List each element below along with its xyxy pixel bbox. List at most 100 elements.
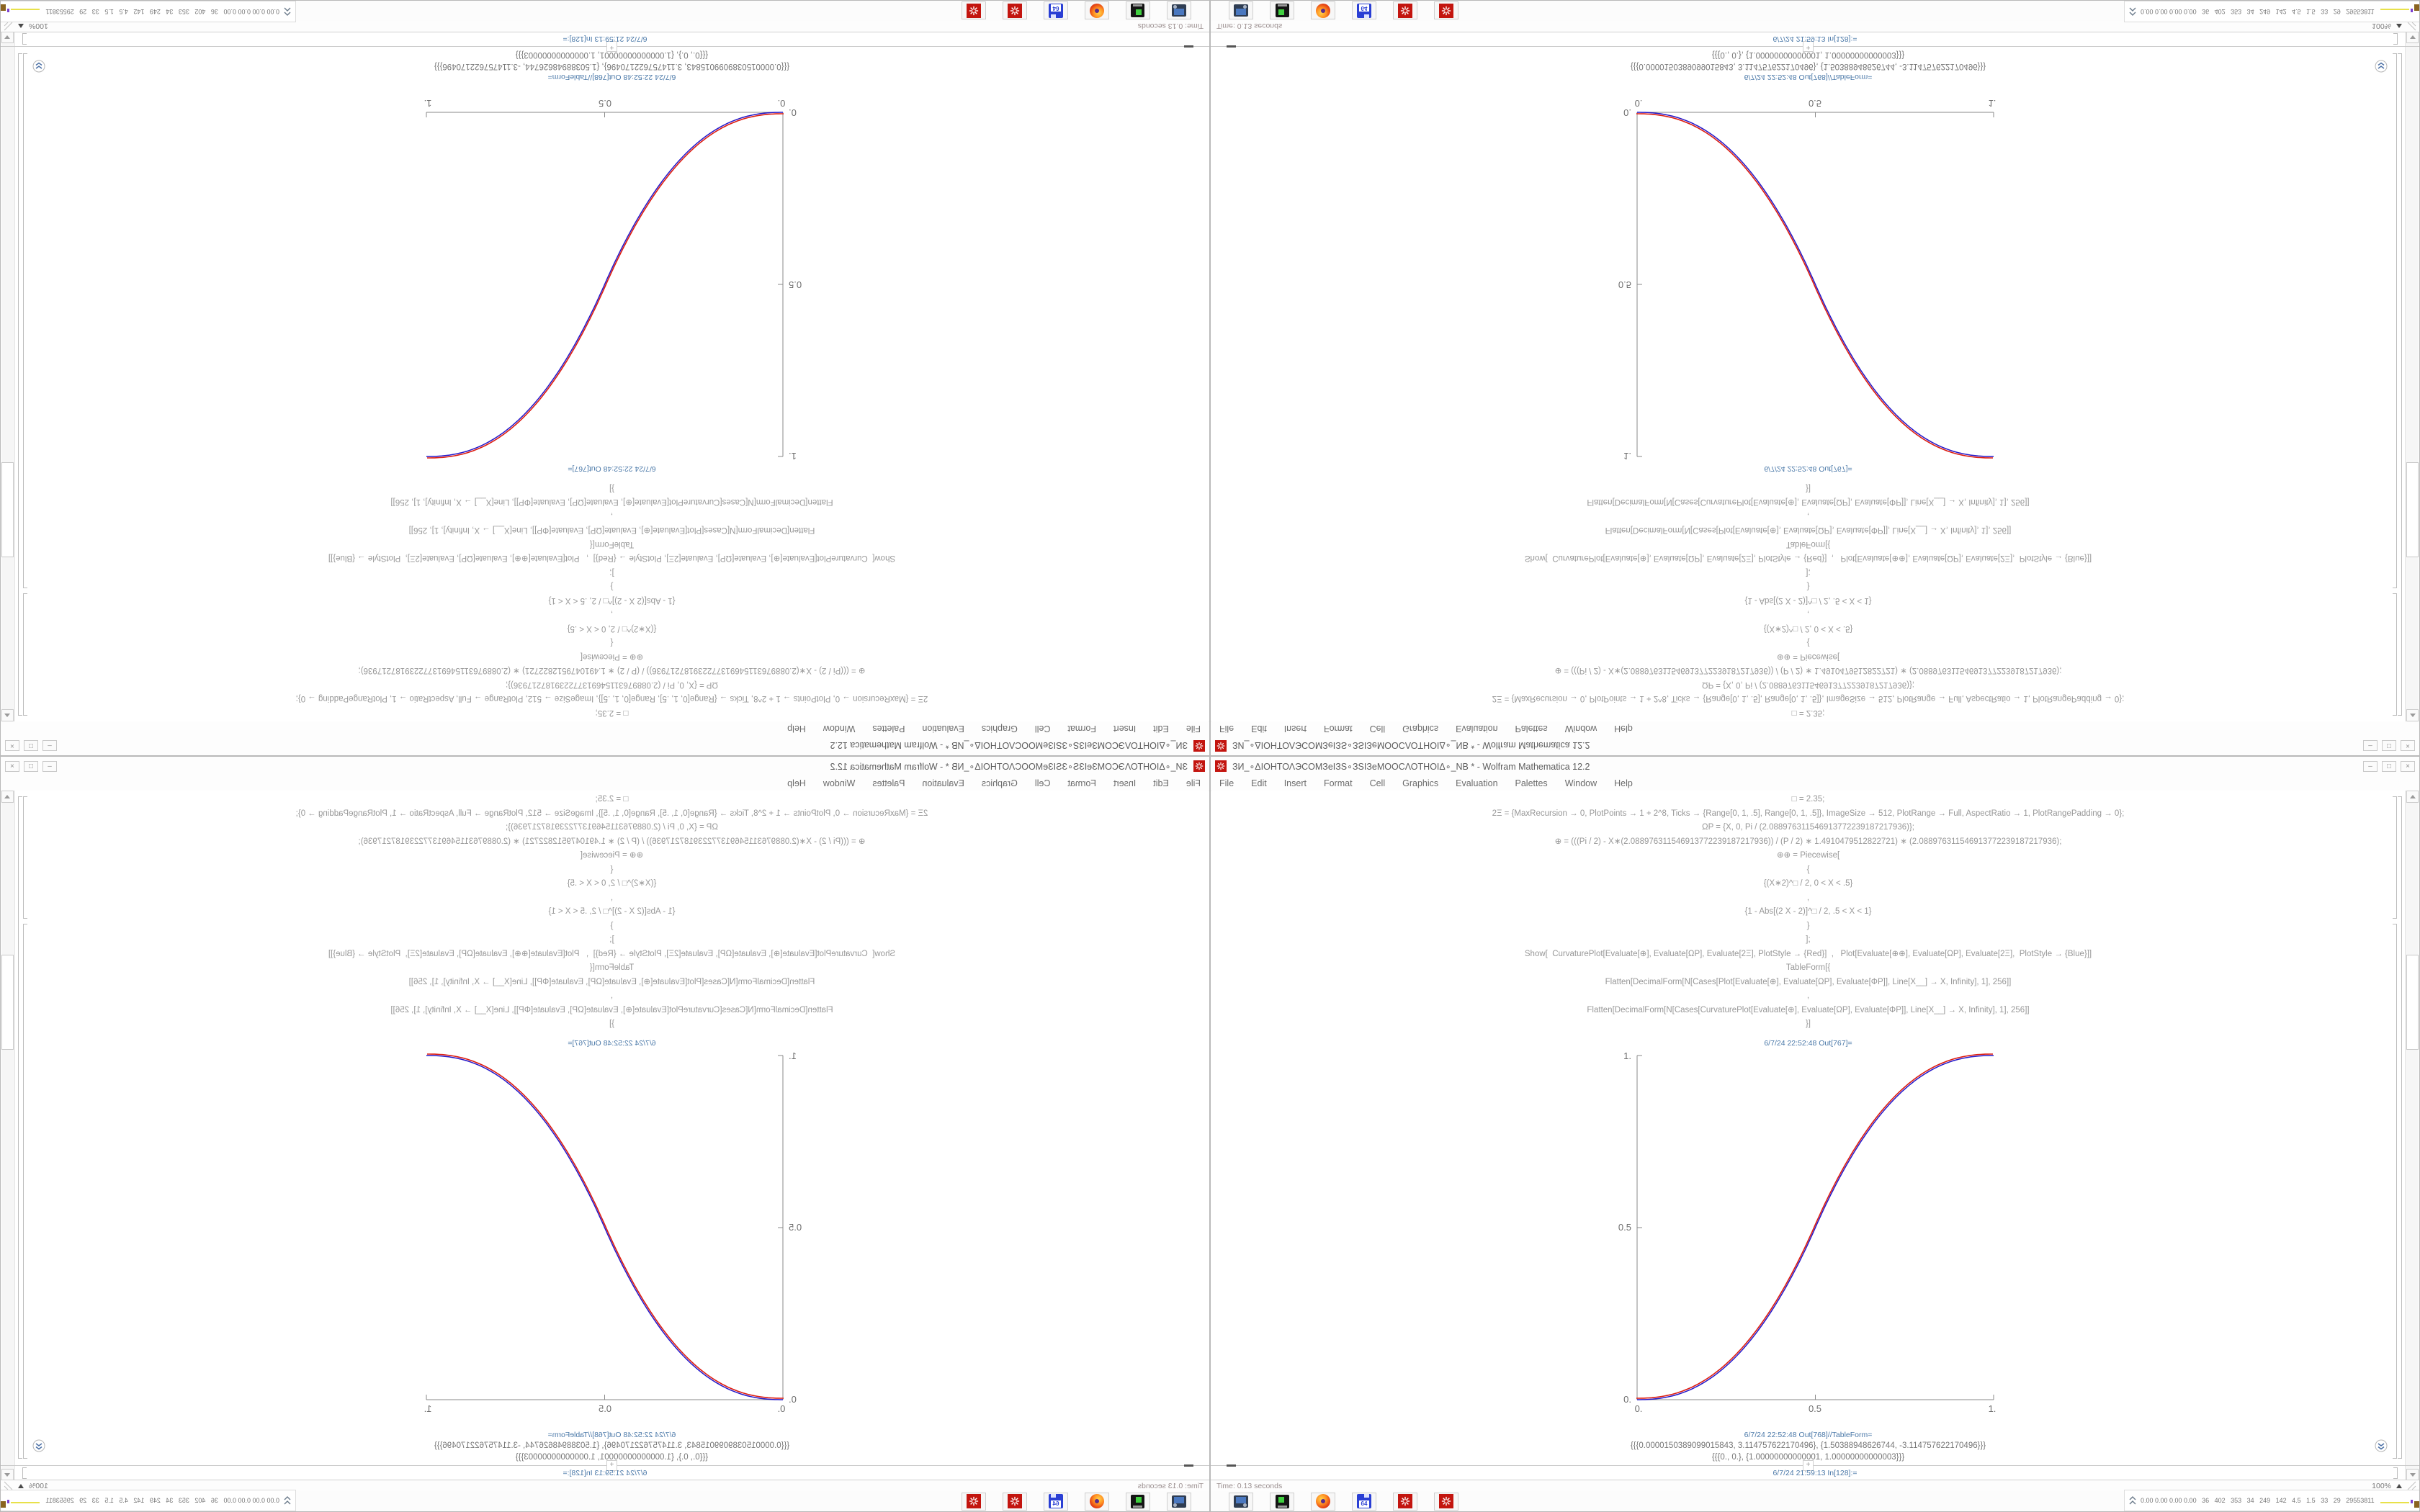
menu-item-window[interactable]: Window: [823, 724, 856, 734]
minimize-button[interactable]: –: [2363, 760, 2378, 772]
code-line[interactable]: Flatten[DecimalForm[N[Cases[Plot[Evaluat…: [1605, 977, 2012, 986]
scrollbar-up-arrow[interactable]: [2406, 791, 2419, 803]
vertical-scrollbar[interactable]: [1, 31, 15, 721]
code-line[interactable]: ,: [1806, 893, 1810, 902]
output-cell-bracket[interactable]: [23, 53, 27, 588]
menu-item-palettes[interactable]: Palettes: [872, 724, 905, 734]
resize-grip-icon[interactable]: [2407, 1481, 2416, 1490]
code-line[interactable]: }: [1806, 921, 1810, 930]
title-bar[interactable]: ЗИ_∘ΔΙΟΗΤΟΛЭCOMЗеІЗЅ∘ЗЅІЗеMOOCΛΟΤΗΟΙΔ∘_N…: [1, 737, 1209, 755]
close-button[interactable]: ×: [5, 760, 19, 772]
code-line[interactable]: ΩΡ = {X, 0, Pi / (2.08897631154691377223…: [506, 823, 718, 832]
taskbar-floppy-button[interactable]: 64: [1352, 1, 1376, 20]
taskbar-firefox-button[interactable]: [1311, 1, 1335, 20]
menu-item-help[interactable]: Help: [1614, 724, 1633, 734]
minimize-button[interactable]: –: [2363, 740, 2378, 752]
code-line[interactable]: Flatten[DecimalForm[N[Cases[Plot[Evaluat…: [1605, 526, 2012, 535]
taskbar-firefox-button[interactable]: [1311, 1492, 1335, 1511]
menu-item-file[interactable]: File: [1219, 724, 1234, 734]
code-line[interactable]: ⊕⊕ = Piecewise[: [1776, 851, 1840, 860]
code-line[interactable]: □ = 2.35;: [1791, 708, 1825, 717]
minimize-button[interactable]: –: [42, 740, 57, 752]
cell-insert-line[interactable]: [1211, 46, 2419, 47]
menu-item-evaluation[interactable]: Evaluation: [1456, 778, 1498, 788]
menu-item-help[interactable]: Help: [1614, 778, 1633, 788]
vertical-scrollbar[interactable]: [2405, 31, 2419, 721]
code-line[interactable]: ,: [1806, 610, 1810, 619]
magnification-value[interactable]: 100%: [2372, 1481, 2391, 1490]
magnification-menu-arrow-icon[interactable]: [18, 1483, 24, 1488]
title-bar[interactable]: ЗИ_∘ΔΙΟΗΤΟΛЭCOMЗеІЗЅ∘ЗЅІЗеMOOCΛΟΤΗΟΙΔ∘_N…: [1211, 757, 2419, 775]
menu-item-file[interactable]: File: [1219, 778, 1234, 788]
scrollbar-thumb[interactable]: [2406, 955, 2419, 1050]
code-line[interactable]: Flatten[DecimalForm[N[Cases[CurvaturePlo…: [390, 498, 833, 507]
resize-grip-icon[interactable]: [4, 1481, 13, 1490]
cell-group-bracket-outer[interactable]: [18, 53, 22, 716]
close-button[interactable]: ×: [5, 740, 19, 752]
output-cell-bracket[interactable]: [23, 924, 27, 1459]
code-line[interactable]: ⊕⊕ = Piecewise[: [580, 652, 644, 661]
close-button[interactable]: ×: [2401, 740, 2415, 752]
code-line[interactable]: ,: [1806, 991, 1810, 1000]
menu-item-palettes[interactable]: Palettes: [1515, 724, 1548, 734]
code-line[interactable]: TableForm[{: [589, 963, 635, 972]
cell-insert-area[interactable]: + 6/7/24 21:59:13 In[128]:=: [1211, 1460, 2419, 1480]
menu-item-file[interactable]: File: [1186, 724, 1201, 734]
in-cell-bracket[interactable]: [2393, 1467, 2398, 1479]
code-line[interactable]: 2Ξ = {MaxRecursion → 0, PlotPoints → 1 +…: [295, 694, 928, 703]
scrollbar-up-arrow[interactable]: [1, 791, 14, 803]
code-line[interactable]: ΩΡ = {X, 0, Pi / (2.08897631154691377223…: [506, 680, 718, 689]
code-line[interactable]: Flatten[DecimalForm[N[Cases[CurvaturePlo…: [1587, 1005, 2030, 1014]
menu-item-insert[interactable]: Insert: [1283, 724, 1307, 734]
title-bar[interactable]: ЗИ_∘ΔΙΟΗΤΟΛЭCOMЗеІЗЅ∘ЗЅІЗеMOOCΛΟΤΗΟΙΔ∘_N…: [1, 757, 1209, 775]
menu-item-graphics[interactable]: Graphics: [981, 778, 1018, 788]
menu-item-edit[interactable]: Edit: [1251, 778, 1267, 788]
taskbar-mathematica-button-2[interactable]: [962, 1492, 986, 1511]
code-line[interactable]: {: [1806, 865, 1810, 874]
menu-item-cell[interactable]: Cell: [1369, 724, 1386, 734]
menu-item-palettes[interactable]: Palettes: [1515, 778, 1548, 788]
taskbar-mathematica-button-1[interactable]: [1393, 1492, 1417, 1511]
code-line[interactable]: {: [610, 638, 614, 647]
taskbar-computer-button[interactable]: [1167, 1, 1191, 20]
code-line[interactable]: ];: [609, 568, 614, 577]
menu-item-palettes[interactable]: Palettes: [872, 778, 905, 788]
menu-item-insert[interactable]: Insert: [1283, 778, 1307, 788]
in-cell-bracket[interactable]: [22, 33, 27, 45]
magnification-menu-arrow-icon[interactable]: [2396, 24, 2402, 29]
code-line[interactable]: 2Ξ = {MaxRecursion → 0, PlotPoints → 1 +…: [295, 809, 928, 818]
taskbar-terminal-button[interactable]: [1270, 1, 1294, 20]
tableform-row[interactable]: {{{0., 0.}, {1.00000000000001, 1.0000000…: [1711, 1452, 1905, 1462]
code-line[interactable]: {(X∗2)^□ / 2, 0 < X < .5}: [1763, 879, 1853, 888]
code-line[interactable]: ,: [610, 512, 614, 521]
menu-item-graphics[interactable]: Graphics: [1402, 778, 1439, 788]
taskbar-terminal-button[interactable]: [1126, 1492, 1150, 1511]
code-line[interactable]: {(X∗2)^□ / 2, 0 < X < .5}: [567, 624, 657, 633]
taskbar-floppy-button[interactable]: 64: [1044, 1, 1068, 20]
code-line[interactable]: Show[ CurvaturePlot[Evaluate[⊕], Evaluat…: [328, 949, 896, 958]
code-line[interactable]: ⊕⊕ = Piecewise[: [1776, 652, 1840, 661]
code-line[interactable]: ];: [1806, 935, 1811, 944]
magnification-menu-arrow-icon[interactable]: [18, 24, 24, 29]
menu-item-cell[interactable]: Cell: [1034, 724, 1051, 734]
menu-item-window[interactable]: Window: [1564, 778, 1597, 788]
code-line[interactable]: ,: [610, 610, 614, 619]
code-line[interactable]: {1 - Abs[(2 X - 2)]^□ / 2, .5 < X < 1}: [548, 907, 676, 916]
code-line[interactable]: }]: [1805, 484, 1811, 492]
code-line[interactable]: TableForm[{: [589, 540, 635, 549]
menu-item-cell[interactable]: Cell: [1034, 778, 1051, 788]
input-cell-bracket[interactable]: [23, 593, 27, 716]
code-line[interactable]: ΩΡ = {X, 0, Pi / (2.08897631154691377223…: [1702, 823, 1914, 832]
code-line[interactable]: ,: [1806, 512, 1810, 521]
menu-item-help[interactable]: Help: [787, 778, 806, 788]
code-line[interactable]: ⊕ = (((Pi / 2) - X∗(2.088976311546913772…: [1554, 666, 2062, 675]
code-line[interactable]: Flatten[DecimalForm[N[Cases[CurvaturePlo…: [1587, 498, 2030, 507]
code-line[interactable]: □ = 2.35;: [1791, 795, 1825, 804]
input-cell-bracket[interactable]: [2393, 796, 2397, 919]
menu-item-edit[interactable]: Edit: [1153, 778, 1169, 788]
cell-group-bracket-outer[interactable]: [18, 796, 22, 1459]
menu-item-format[interactable]: Format: [1323, 778, 1353, 788]
input-cell-bracket[interactable]: [23, 796, 27, 919]
code-line[interactable]: }]: [609, 484, 615, 492]
in-cell-bracket[interactable]: [22, 1467, 27, 1479]
